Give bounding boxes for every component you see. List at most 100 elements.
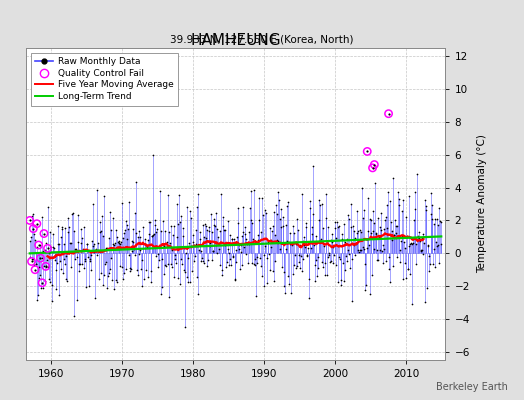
Text: 39.933 N, 127.550 E (Korea, North): 39.933 N, 127.550 E (Korea, North) (170, 34, 354, 44)
Point (351, 252, 359, 258)
Point (320, 259, 329, 266)
Point (385, 266, 394, 272)
Point (376, 247, 384, 254)
Point (215, 228, 224, 234)
Point (188, 268, 196, 274)
Point (405, 193, 413, 200)
Point (298, 190, 307, 197)
Point (369, 246, 378, 252)
Point (135, 228, 144, 234)
Point (304, 295, 313, 302)
Point (422, 207, 430, 213)
Point (76, 260, 84, 267)
Point (286, 241, 294, 247)
Point (269, 278, 278, 284)
Point (26, 238, 34, 244)
Point (195, 247, 203, 253)
Point (430, 221, 439, 228)
Point (113, 279, 121, 285)
Point (228, 254, 237, 260)
Point (374, 257, 383, 263)
Point (292, 216, 301, 222)
Point (311, 278, 319, 284)
Point (137, 283, 146, 289)
Point (312, 257, 321, 263)
Point (297, 268, 305, 275)
Point (352, 240, 360, 247)
Point (107, 255, 115, 261)
Point (47, 244, 55, 250)
Point (260, 282, 268, 289)
Point (86, 267, 95, 274)
Point (40, 230, 48, 237)
Point (375, 234, 383, 240)
Point (102, 259, 111, 266)
Point (419, 231, 428, 238)
Y-axis label: Temperature Anomaly (°C): Temperature Anomaly (°C) (477, 134, 487, 274)
Point (158, 284, 166, 291)
Point (423, 285, 431, 291)
Point (185, 208, 194, 214)
Point (233, 234, 241, 240)
Point (426, 261, 434, 267)
Point (326, 236, 335, 243)
Point (363, 148, 372, 155)
Point (136, 234, 144, 240)
Point (86, 256, 94, 262)
Point (112, 277, 121, 283)
Point (367, 217, 376, 223)
Point (381, 217, 389, 223)
Point (282, 202, 291, 209)
Point (354, 228, 362, 234)
Point (180, 266, 188, 273)
Point (43, 245, 52, 252)
Point (205, 228, 213, 234)
Point (299, 256, 308, 262)
Point (31, 266, 39, 273)
Point (190, 258, 198, 264)
Point (411, 206, 419, 213)
Point (354, 246, 363, 253)
Point (331, 219, 339, 225)
Point (180, 245, 189, 252)
Point (99, 282, 107, 288)
Point (410, 188, 419, 195)
Point (30, 231, 38, 237)
Point (217, 267, 226, 273)
Point (143, 244, 151, 250)
Point (265, 225, 274, 231)
Point (255, 217, 264, 224)
Point (27, 212, 36, 219)
Point (27, 234, 35, 240)
Point (225, 250, 234, 256)
Point (336, 256, 344, 262)
Point (329, 260, 337, 266)
Point (29, 226, 38, 232)
Point (214, 246, 223, 252)
Point (189, 232, 197, 238)
Point (249, 187, 258, 193)
Point (182, 250, 190, 256)
Point (42, 264, 50, 270)
Point (132, 179, 140, 185)
Point (387, 236, 396, 243)
Point (402, 214, 410, 220)
Point (65, 224, 73, 230)
Point (45, 250, 53, 256)
Point (59, 269, 67, 276)
Point (153, 226, 161, 232)
Point (248, 260, 256, 266)
Point (150, 231, 158, 237)
Point (393, 223, 401, 230)
Point (334, 224, 342, 230)
Point (403, 232, 411, 239)
Point (77, 240, 85, 246)
Point (219, 214, 227, 220)
Point (56, 258, 64, 265)
Point (398, 208, 407, 214)
Point (400, 245, 409, 251)
Point (200, 234, 208, 240)
Point (390, 232, 398, 238)
Point (319, 224, 327, 231)
Point (235, 245, 243, 252)
